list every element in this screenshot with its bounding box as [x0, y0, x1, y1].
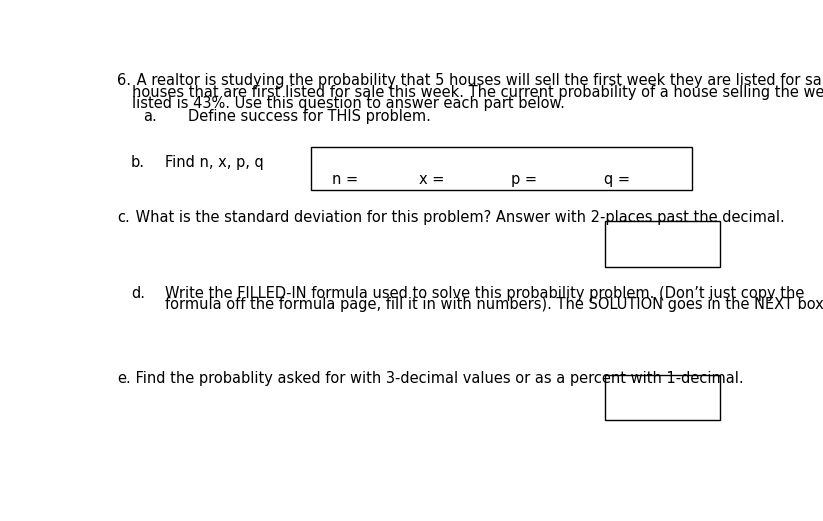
Text: a.: a. [143, 109, 157, 123]
Text: e.: e. [117, 370, 131, 386]
Bar [605, 375, 720, 420]
Bar [310, 147, 692, 190]
Text: c.: c. [117, 210, 129, 226]
Text: houses that are first listed for sale this week. The current probability of a ho: houses that are first listed for sale th… [133, 85, 823, 100]
Text: Write the FILLED-IN formula used to solve this probability problem. (Don’t just : Write the FILLED-IN formula used to solv… [165, 286, 804, 301]
Text: n =: n = [332, 172, 358, 187]
Text: b.: b. [131, 155, 145, 170]
Text: q =: q = [603, 172, 630, 187]
Text: d.: d. [131, 286, 145, 301]
Text: Find the probablity asked for with 3-decimal values or as a percent with 1-decim: Find the probablity asked for with 3-dec… [131, 370, 743, 386]
Text: A realtor is studying the probability that 5 houses will sell the first week the: A realtor is studying the probability th… [133, 73, 823, 88]
Text: Define success for THIS problem.: Define success for THIS problem. [188, 109, 431, 123]
Text: listed is 43%. Use this question to answer each part below.: listed is 43%. Use this question to answ… [133, 96, 565, 111]
Text: x =: x = [419, 172, 444, 187]
Text: What is the standard deviation for this problem? Answer with 2-places past the d: What is the standard deviation for this … [131, 210, 784, 226]
Bar [605, 221, 720, 267]
Text: Find n, x, p, q: Find n, x, p, q [165, 155, 263, 170]
Text: formula off the formula page, fill it in with numbers). The SOLUTION goes in the: formula off the formula page, fill it in… [165, 297, 823, 313]
Text: 6.: 6. [117, 73, 131, 88]
Text: p =: p = [510, 172, 537, 187]
